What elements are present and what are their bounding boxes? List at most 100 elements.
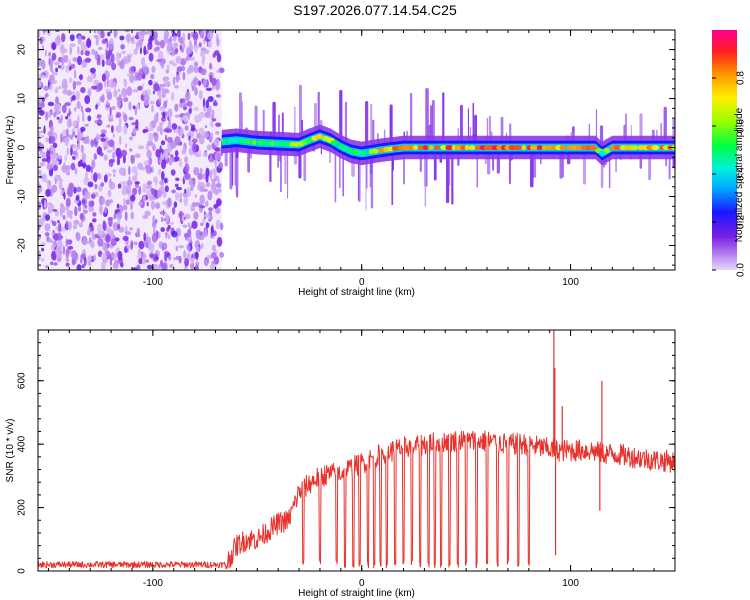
noise-blob (186, 100, 193, 107)
snr-line (38, 430, 675, 570)
noise-blob (210, 252, 217, 259)
noise-blob (62, 89, 69, 95)
noise-blob (106, 91, 113, 101)
noise-blob (55, 86, 59, 94)
noise-blob (77, 114, 80, 125)
noise-blob (96, 114, 102, 119)
noise-blob (175, 245, 178, 251)
noise-blob (148, 242, 153, 251)
noise-blob (161, 170, 165, 181)
noise-blob (211, 118, 217, 122)
noise-blob (177, 125, 181, 130)
noise-blob (214, 161, 217, 169)
noise-blob (101, 93, 105, 103)
noise-blob (75, 147, 78, 154)
noise-blob (58, 118, 63, 124)
noise-blob (83, 209, 88, 214)
noise-blob (192, 31, 199, 41)
noise-blob (117, 251, 123, 260)
noise-blob (211, 244, 216, 252)
noise-blob (150, 73, 155, 80)
noise-blob (91, 48, 96, 56)
noise-blob (215, 82, 221, 91)
noise-blob (128, 101, 132, 111)
plot1-x-tick-label: 100 (562, 277, 579, 288)
noise-blob (174, 156, 178, 162)
noise-blob (183, 57, 189, 62)
noise-blob (172, 35, 177, 42)
noise-blob (109, 38, 114, 44)
noise-blob (38, 109, 45, 116)
noise-blob (159, 39, 165, 49)
noise-blob (65, 197, 71, 207)
noise-blob (91, 85, 98, 90)
noise-blob (216, 38, 220, 47)
noise-blob (49, 83, 53, 91)
noise-blob (87, 115, 92, 122)
noise-blob (199, 167, 203, 174)
noise-blob (128, 165, 131, 176)
noise-blob (187, 228, 192, 238)
noise-blob (158, 93, 162, 100)
noise-blob (155, 177, 158, 187)
noise-blob (86, 135, 90, 145)
noise-blob (93, 79, 100, 85)
noise-blob (95, 104, 98, 110)
noise-blob (103, 174, 108, 183)
noise-blob (40, 101, 45, 108)
noise-blob (100, 129, 107, 134)
noise-blob (159, 106, 166, 111)
noise-blob (213, 138, 220, 146)
noise-blob (81, 152, 87, 162)
noise-blob (173, 42, 178, 49)
ridge-peak (315, 134, 323, 139)
noise-blob (145, 243, 149, 249)
noise-blob (210, 135, 213, 140)
noise-blob (205, 200, 209, 207)
ridge-peak (445, 145, 454, 151)
noise-blob (106, 226, 111, 235)
noise-blob (52, 220, 57, 227)
noise-blob (164, 185, 169, 193)
noise-blob (195, 129, 198, 133)
noise-blob (50, 261, 54, 266)
ridge-peak (280, 141, 285, 147)
noise-blob (116, 100, 121, 108)
noise-blob (41, 59, 46, 70)
noise-blob (70, 146, 73, 156)
noise-blob (178, 158, 183, 168)
noise-blob (171, 206, 176, 215)
noise-blob (99, 204, 103, 215)
noise-blob (210, 225, 214, 234)
noise-blob (93, 172, 98, 183)
noise-blob (136, 264, 141, 270)
noise-blob (130, 240, 134, 250)
noise-blob (185, 91, 191, 102)
noise-blob (187, 48, 192, 55)
noise-blob (100, 133, 106, 138)
noise-blob (200, 222, 204, 226)
noise-blob (135, 119, 139, 129)
noise-blob (189, 56, 196, 61)
noise-blob (80, 253, 86, 259)
noise-blob (211, 85, 216, 90)
noise-blob (181, 214, 184, 222)
ridge-peak (541, 145, 547, 151)
noise-blob (116, 152, 123, 159)
noise-blob (183, 250, 187, 261)
noise-blob (44, 49, 47, 57)
noise-blob (97, 237, 104, 247)
noise-blob (60, 133, 63, 144)
noise-blob (186, 243, 191, 251)
noise-blob (123, 55, 129, 65)
noise-blob (69, 43, 76, 47)
noise-blob (200, 243, 204, 249)
noise-blob (169, 221, 175, 225)
noise-blob (121, 50, 127, 55)
noise-blob (117, 223, 121, 231)
noise-blob (134, 181, 140, 185)
noise-blob (108, 79, 113, 88)
noise-blob (52, 142, 58, 148)
noise-blob (91, 230, 95, 241)
noise-blob (151, 143, 156, 151)
